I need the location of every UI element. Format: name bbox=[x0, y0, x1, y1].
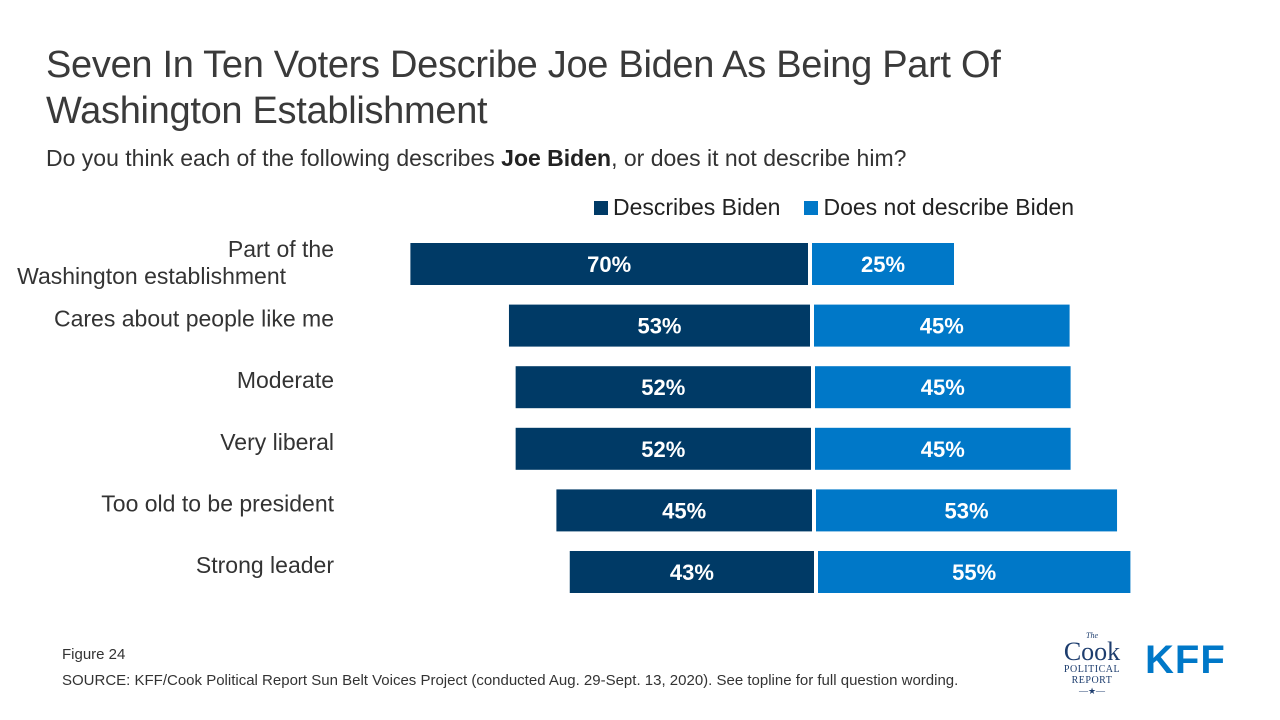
bar-describes-1 bbox=[508, 304, 810, 347]
data-label-describes-3: 52% bbox=[641, 437, 685, 462]
legend-swatch-does-not-describe bbox=[804, 200, 819, 215]
bar-does-not-describe-2 bbox=[815, 366, 1071, 409]
source-note: SOURCE: KFF/Cook Political Report Sun Be… bbox=[62, 672, 959, 689]
bar-does-not-describe-0 bbox=[812, 243, 954, 285]
data-label-describes-4: 45% bbox=[662, 498, 706, 523]
legend-label-describes: Describes Biden bbox=[613, 194, 781, 220]
data-label-does-not-describe-0: 25% bbox=[861, 252, 905, 277]
category-label-1: Cares about people like me bbox=[54, 306, 334, 332]
data-label-does-not-describe-5: 55% bbox=[952, 560, 996, 585]
data-label-describes-5: 43% bbox=[670, 560, 714, 585]
data-label-does-not-describe-3: 45% bbox=[921, 437, 965, 462]
data-label-describes-2: 52% bbox=[641, 375, 685, 400]
bar-describes-3 bbox=[515, 427, 811, 470]
bar-does-not-describe-1 bbox=[814, 304, 1070, 347]
category-label-5: Strong leader bbox=[196, 552, 334, 578]
subtitle-text-start: Do you think each of the following descr… bbox=[46, 145, 502, 171]
chart-legend: Describes Biden Does not describe Biden bbox=[594, 194, 1074, 221]
bar-describes-5 bbox=[569, 551, 814, 593]
data-label-does-not-describe-4: 53% bbox=[944, 498, 988, 523]
category-label-4: Too old to be president bbox=[101, 490, 334, 516]
category-label-0: Part of the Washington establishment bbox=[17, 236, 334, 289]
data-label-does-not-describe-2: 45% bbox=[921, 375, 965, 400]
bar-describes-2 bbox=[515, 366, 811, 409]
legend-item-does-not-describe: Does not describe Biden bbox=[804, 194, 1074, 221]
cook-political-report-logo: The Cook POLITICAL REPORT —★— bbox=[1054, 632, 1130, 704]
chart-title: Seven In Ten Voters Describe Joe Biden A… bbox=[46, 44, 1001, 132]
star-icon: —★— bbox=[1078, 686, 1106, 696]
figure-number: Figure 24 bbox=[62, 646, 126, 663]
data-label-describes-0: 70% bbox=[587, 252, 631, 277]
legend-item-describes: Describes Biden bbox=[594, 194, 780, 221]
legend-label-does-not-describe: Does not describe Biden bbox=[823, 194, 1075, 220]
bar-does-not-describe-5 bbox=[818, 551, 1131, 593]
bar-describes-0 bbox=[410, 243, 808, 285]
bar-does-not-describe-3 bbox=[815, 427, 1071, 470]
kff-logo: KFF bbox=[1145, 638, 1226, 682]
legend-swatch-describes bbox=[594, 200, 608, 215]
bar-does-not-describe-4 bbox=[816, 489, 1118, 532]
subtitle-bold: Joe Biden bbox=[501, 145, 612, 171]
subtitle-text-end: , or does it not describe him? bbox=[611, 145, 907, 171]
data-label-does-not-describe-1: 45% bbox=[920, 314, 964, 339]
bar-describes-4 bbox=[556, 489, 812, 532]
category-label-2: Moderate bbox=[237, 367, 334, 393]
data-label-describes-1: 53% bbox=[637, 314, 681, 339]
category-label-3: Very liberal bbox=[220, 429, 334, 455]
chart-subtitle: Do you think each of the following descr… bbox=[46, 145, 906, 172]
